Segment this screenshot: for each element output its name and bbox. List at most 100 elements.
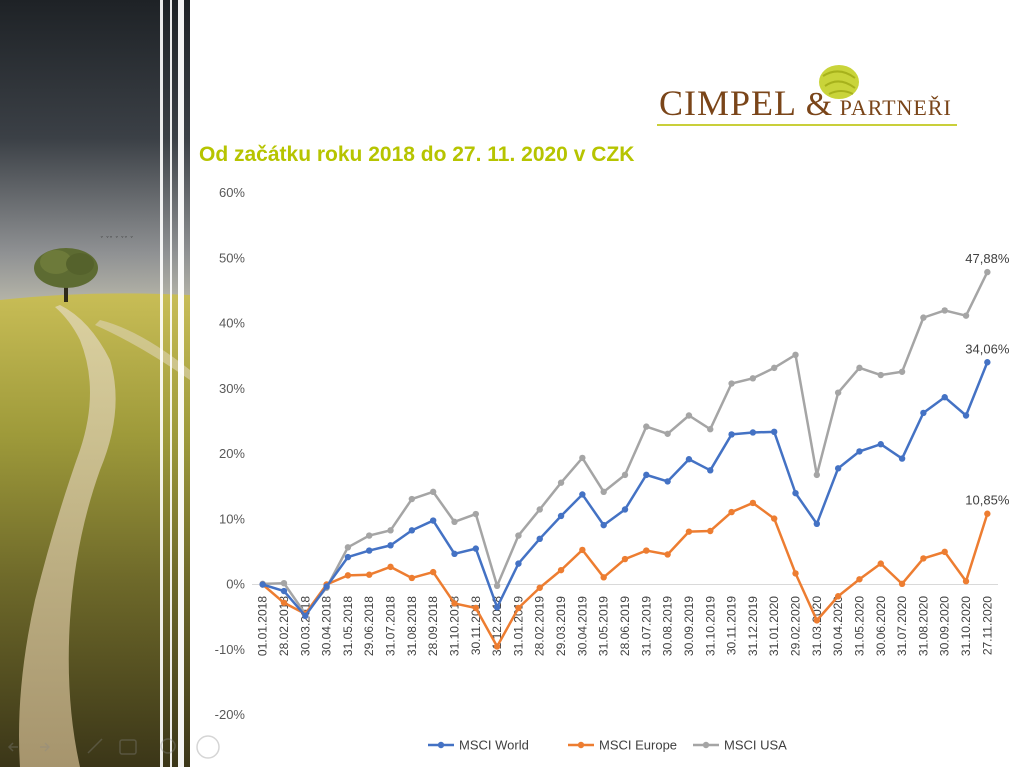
data-point [408, 495, 416, 503]
x-tick-label: 31.07.2018 [384, 596, 398, 656]
data-point [515, 532, 522, 539]
svg-text:ˇ ˇˇ ˇ ˇˇ ˇ: ˇ ˇˇ ˇ ˇˇ ˇ [100, 236, 133, 244]
data-point [643, 547, 650, 554]
data-point [749, 375, 757, 382]
logo-leaf-icon [819, 65, 859, 99]
data-point [643, 423, 650, 430]
data-point [920, 555, 927, 562]
data-point [429, 517, 437, 524]
data-point [621, 471, 629, 479]
data-point [771, 515, 778, 522]
zoom-icon[interactable] [160, 738, 176, 754]
y-tick-label: 40% [219, 316, 245, 331]
data-point [749, 499, 757, 507]
landscape-photo: ˇ ˇˇ ˇ ˇˇ ˇ [0, 0, 190, 767]
x-tick-label: 31.05.2019 [597, 596, 611, 656]
data-point [771, 428, 778, 436]
data-point [898, 368, 906, 375]
x-tick-label: 31.07.2019 [639, 596, 653, 656]
data-point [387, 563, 394, 571]
x-tick-label: 31.08.2020 [916, 596, 930, 656]
logo-text: CIMPEL & PARTNEŘI [659, 83, 952, 123]
data-point [621, 555, 629, 563]
data-point [707, 426, 714, 433]
data-point [792, 570, 799, 577]
data-point [877, 560, 884, 567]
line-chart: -20% -10% 0% 10% 20% 30% 40% 50% 60% 01.01.2018 28… [215, 185, 1010, 753]
data-point [898, 580, 906, 588]
data-point [557, 512, 565, 520]
data-point [472, 510, 479, 518]
y-tick-label: -20% [215, 707, 246, 722]
data-point [984, 268, 991, 276]
legend-entry: MSCI USA [724, 738, 787, 753]
data-point [280, 587, 288, 595]
data-point [941, 394, 948, 401]
slideshow-toolbar [7, 735, 220, 759]
data-point [664, 430, 671, 437]
data-point [344, 572, 352, 579]
data-point [323, 583, 330, 590]
end-data-label: 10,85% [965, 493, 1010, 508]
data-point [813, 617, 821, 624]
data-point [984, 359, 991, 366]
y-tick-label: 20% [219, 446, 245, 461]
data-point [408, 527, 416, 534]
data-point [920, 409, 927, 417]
more-icon[interactable] [196, 735, 220, 759]
x-tick-label: 28.02.2018 [277, 596, 291, 656]
data-point [856, 576, 863, 583]
data-point [344, 544, 352, 551]
x-tick-label: 30.11.2018 [469, 596, 483, 655]
data-point [941, 548, 948, 556]
data-point [962, 412, 970, 419]
data-point [792, 351, 799, 359]
end-data-label: 47,88% [965, 251, 1010, 266]
data-point [984, 510, 991, 517]
data-point [728, 508, 735, 516]
data-point [536, 584, 543, 591]
slides-icon[interactable] [119, 739, 137, 755]
pen-icon[interactable] [87, 738, 103, 754]
prev-arrow-icon[interactable] [7, 742, 18, 752]
x-tick-label: 27.11.2020 [980, 596, 994, 655]
data-point [941, 307, 948, 314]
company-logo: CIMPEL & PARTNEŘI [655, 62, 965, 132]
legend-entry: MSCI Europe [599, 738, 677, 753]
legend-entry: MSCI World [459, 738, 529, 753]
data-point [643, 471, 650, 479]
next-arrow-icon[interactable] [40, 742, 51, 752]
x-tick-label: 01.01.2018 [256, 596, 270, 656]
data-point [664, 551, 671, 558]
data-point [259, 581, 266, 588]
x-tick-label: 31.01.2019 [511, 596, 525, 656]
y-tick-label: 10% [219, 511, 245, 526]
data-point [664, 478, 671, 485]
data-point [557, 566, 565, 574]
data-point [834, 389, 842, 396]
data-point [579, 454, 586, 462]
data-point [302, 612, 309, 620]
data-point [408, 574, 416, 582]
data-point [366, 571, 373, 578]
y-tick-label: 60% [219, 185, 245, 200]
data-point [621, 506, 629, 513]
data-point [813, 471, 821, 479]
data-point [344, 553, 352, 561]
data-point [472, 545, 479, 552]
data-point [834, 593, 842, 600]
x-tick-label: 29.02.2020 [789, 596, 803, 656]
x-tick-label: 31.03.2020 [810, 596, 824, 656]
data-point [707, 527, 714, 535]
x-tick-label: 31.10.2018 [447, 596, 461, 656]
x-tick-label: 29.03.2019 [554, 596, 568, 656]
y-tick-label: 0% [226, 577, 245, 592]
legend-marker [577, 741, 585, 749]
data-point [834, 465, 842, 472]
data-point [579, 546, 586, 554]
x-tick-label: 31.12.2019 [746, 596, 760, 656]
legend-marker [437, 741, 445, 749]
x-tick-label: 31.01.2020 [767, 596, 781, 656]
x-tick-label: 30.06.2020 [874, 596, 888, 656]
y-tick-label: 30% [219, 381, 245, 396]
